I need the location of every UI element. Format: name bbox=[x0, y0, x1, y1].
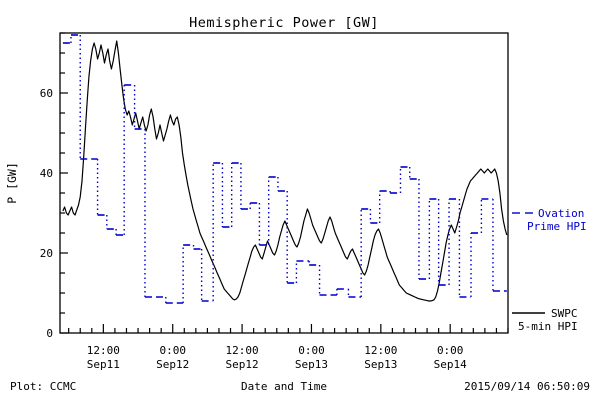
chart-title: Hemispheric Power [GW] bbox=[189, 15, 379, 31]
x-axis-title: Date and Time bbox=[241, 380, 327, 393]
x-tick-label-time: 12:00 bbox=[226, 344, 259, 357]
y-axis-ticks: 0 20 40 60 bbox=[40, 32, 68, 340]
x-tick-label-date: Sep11 bbox=[87, 358, 120, 371]
legend-ovation-prime: Ovation Prime HPI bbox=[512, 207, 587, 233]
x-tick-label-time: 0:00 bbox=[437, 344, 464, 357]
x-tick-label-time: 12:00 bbox=[364, 344, 397, 357]
legend-ovation-label-line1: Ovation bbox=[538, 207, 584, 220]
y-tick-label: 20 bbox=[40, 247, 53, 260]
data-series-layer bbox=[62, 34, 508, 304]
x-axis-ticks: 12:00Sep110:00Sep1212:00Sep120:00Sep1312… bbox=[68, 324, 509, 371]
x-tick-label-date: Sep14 bbox=[434, 358, 467, 371]
footer-timestamp: 2015/09/14 06:50:09 bbox=[464, 380, 590, 393]
x-tick-label-date: Sep12 bbox=[226, 358, 259, 371]
x-tick-label-date: Sep13 bbox=[295, 358, 328, 371]
footer-plot-source: Plot: CCMC bbox=[10, 380, 76, 393]
legend-ovation-label-line2: Prime HPI bbox=[527, 220, 587, 233]
x-tick-label-time: 12:00 bbox=[87, 344, 120, 357]
legend-swpc-hpi: SWPC 5-min HPI bbox=[512, 307, 578, 333]
y-tick-label: 0 bbox=[46, 327, 53, 340]
x-tick-label-time: 0:00 bbox=[159, 344, 186, 357]
plot-frame bbox=[59, 32, 509, 334]
series-ovation-prime-hpi bbox=[62, 34, 507, 304]
legend-swpc-label-line2: 5-min HPI bbox=[518, 320, 578, 333]
x-tick-label-date: Sep12 bbox=[156, 358, 189, 371]
x-tick-label-date: Sep13 bbox=[364, 358, 397, 371]
y-tick-label: 60 bbox=[40, 87, 53, 100]
x-tick-label-time: 0:00 bbox=[298, 344, 325, 357]
series-swpc-5min-hpi bbox=[62, 40, 508, 302]
legend-swpc-label-line1: SWPC bbox=[551, 307, 578, 320]
y-tick-label: 40 bbox=[40, 167, 53, 180]
y-axis-label: P [GW] bbox=[5, 162, 19, 204]
